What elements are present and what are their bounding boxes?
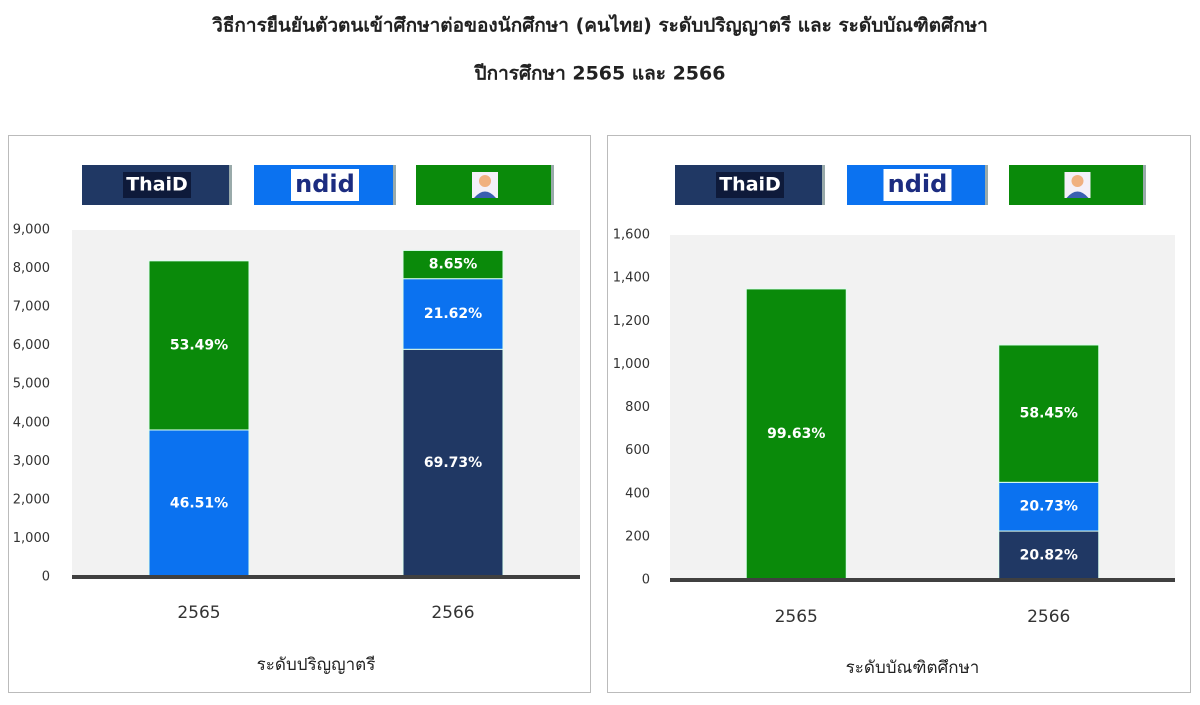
- y-tick-label: 800: [625, 400, 650, 415]
- bar-segment: [998, 344, 1100, 483]
- logo-badge: [716, 172, 784, 198]
- x-axis-title: ระดับปริญญาตรี: [257, 655, 376, 675]
- x-tick-label: 2565: [775, 607, 818, 627]
- legend-logo-shadow: [229, 165, 232, 205]
- logo-icon-body: [474, 191, 496, 198]
- y-tick-label: 1,600: [613, 228, 650, 243]
- y-tick-label: 3,000: [13, 454, 50, 469]
- bar-segment: [998, 481, 1100, 532]
- y-tick-label: 0: [642, 573, 650, 588]
- data-label: 20.82%: [1020, 548, 1078, 564]
- data-label: 99.63%: [767, 426, 825, 442]
- bar-segment: [148, 429, 250, 578]
- bar-segment: [998, 530, 1100, 581]
- chart-title: วิธีการยืนยันตัวตนเข้าศึกษาต่อของนักศึกษ…: [212, 14, 988, 37]
- data-label: 69.73%: [424, 455, 482, 471]
- data-label: 58.45%: [1020, 406, 1078, 422]
- y-tick-label: 7,000: [13, 300, 50, 315]
- bar-segment: [402, 348, 504, 578]
- y-tick-label: 1,000: [613, 357, 650, 372]
- y-tick-label: 1,200: [613, 314, 650, 329]
- y-tick-label: 0: [42, 570, 50, 585]
- legend-label: ThaiD: [719, 174, 781, 196]
- y-tick-label: 200: [625, 529, 650, 544]
- data-label: 21.62%: [424, 306, 482, 322]
- legend-label: ThaiD: [126, 174, 188, 196]
- bar-segment: [745, 288, 847, 580]
- chart-subtitle: ปีการศึกษา 2565 และ 2566: [474, 63, 726, 85]
- x-tick-label: 2566: [1027, 607, 1070, 627]
- y-tick-label: 1,400: [613, 271, 650, 286]
- logo-icon-head: [1071, 175, 1084, 187]
- x-tick-label: 2565: [177, 603, 220, 623]
- data-label: 46.51%: [170, 495, 228, 511]
- logo-badge: [883, 169, 952, 201]
- bar-segment: [402, 249, 504, 280]
- data-label: 8.65%: [429, 257, 478, 273]
- logo-badge: [291, 169, 359, 201]
- legend-logo-shadow: [393, 165, 396, 205]
- legend-label: ndid: [888, 170, 948, 198]
- data-label: 20.73%: [1020, 499, 1078, 515]
- bar-segment: [402, 278, 504, 350]
- y-tick-label: 6,000: [13, 338, 50, 353]
- legend-logo-shadow: [985, 165, 988, 205]
- y-tick-label: 9,000: [13, 223, 50, 238]
- y-tick-label: 5,000: [13, 377, 50, 392]
- logo-badge: [123, 172, 191, 198]
- legend-label: ndid: [295, 170, 355, 198]
- y-tick-label: 600: [625, 443, 650, 458]
- x-axis-title: ระดับบัณฑิตศึกษา: [846, 658, 980, 678]
- plot-area: [72, 230, 580, 577]
- logo-icon-body: [1066, 191, 1089, 198]
- x-tick-label: 2566: [431, 603, 474, 623]
- y-tick-label: 2,000: [13, 492, 50, 507]
- bar-segment: [148, 260, 250, 431]
- legend-logo-shadow: [551, 165, 554, 205]
- y-tick-label: 4,000: [13, 415, 50, 430]
- data-label: 53.49%: [170, 337, 228, 353]
- y-tick-label: 400: [625, 486, 650, 501]
- legend-logo-shadow: [822, 165, 825, 205]
- y-tick-label: 8,000: [13, 261, 50, 276]
- logo-icon-head: [479, 175, 491, 187]
- legend-logo-shadow: [1143, 165, 1146, 205]
- y-tick-label: 1,000: [13, 531, 50, 546]
